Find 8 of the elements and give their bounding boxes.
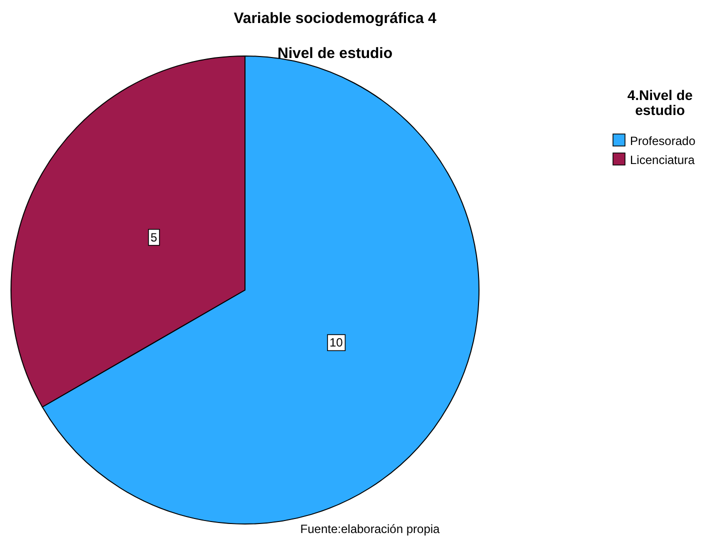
chart-title: Variable sociodemográfica 4 <box>234 10 437 27</box>
legend-title: 4.Nivel de estudio <box>627 87 693 118</box>
chart-subtitle: Nivel de estudio <box>277 45 393 62</box>
legend-label: Licenciatura <box>630 153 696 167</box>
source-note: Fuente:elaboración propia <box>300 522 440 536</box>
data-label: 10 <box>330 336 344 350</box>
data-label: 5 <box>150 230 158 244</box>
legend-label: Profesorado <box>630 134 696 148</box>
